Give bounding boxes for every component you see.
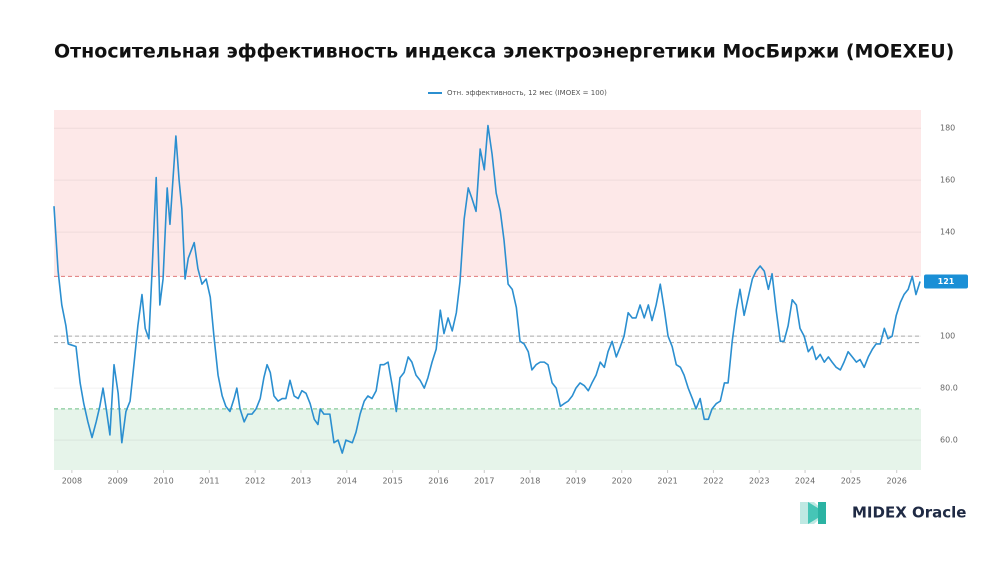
y-tick-label: 60.0 [940, 436, 958, 445]
x-tick-label: 2015 [382, 477, 402, 486]
x-tick-label: 2010 [153, 477, 173, 486]
zone [54, 408, 921, 470]
x-tick-label: 2023 [749, 477, 769, 486]
brand-name: MIDEX Oracle [852, 504, 966, 522]
brand-logo [800, 502, 826, 524]
current-value-badge: 121 [924, 274, 968, 289]
x-tick-label: 2011 [199, 477, 219, 486]
x-tick-label: 2020 [612, 477, 632, 486]
series-line [53, 124, 921, 454]
chart-title: Относительная эффективность индекса элек… [54, 41, 954, 63]
badge-label: 121 [938, 277, 955, 286]
x-tick-label: 2008 [62, 477, 82, 486]
y-tick-label: 160 [940, 176, 955, 185]
x-tick-label: 2014 [337, 477, 357, 486]
x-tick-label: 2017 [474, 477, 494, 486]
x-tick-label: 2024 [795, 477, 815, 486]
x-tick-label: 2018 [520, 477, 540, 486]
y-tick-label: 180 [940, 124, 955, 133]
y-tick-label: 140 [940, 228, 955, 237]
x-tick-label: 2022 [703, 477, 723, 486]
legend-label: Отн. эффективность, 12 мес (IMOEX = 100) [447, 89, 607, 97]
x-tick-label: 2019 [566, 477, 586, 486]
x-tick-label: 2026 [887, 477, 907, 486]
x-tick-label: 2009 [108, 477, 128, 486]
legend: Отн. эффективность, 12 мес (IMOEX = 100) [428, 89, 607, 97]
y-tick-label: 100 [940, 332, 955, 341]
x-tick-label: 2012 [245, 477, 265, 486]
y-tick-label: 80.0 [940, 384, 958, 393]
x-tick-label: 2025 [841, 477, 861, 486]
badge-box [924, 274, 968, 289]
zones [54, 110, 921, 470]
x-tick-label: 2021 [657, 477, 677, 486]
x-tick-label: 2016 [428, 477, 448, 486]
x-tick-label: 2013 [291, 477, 311, 486]
